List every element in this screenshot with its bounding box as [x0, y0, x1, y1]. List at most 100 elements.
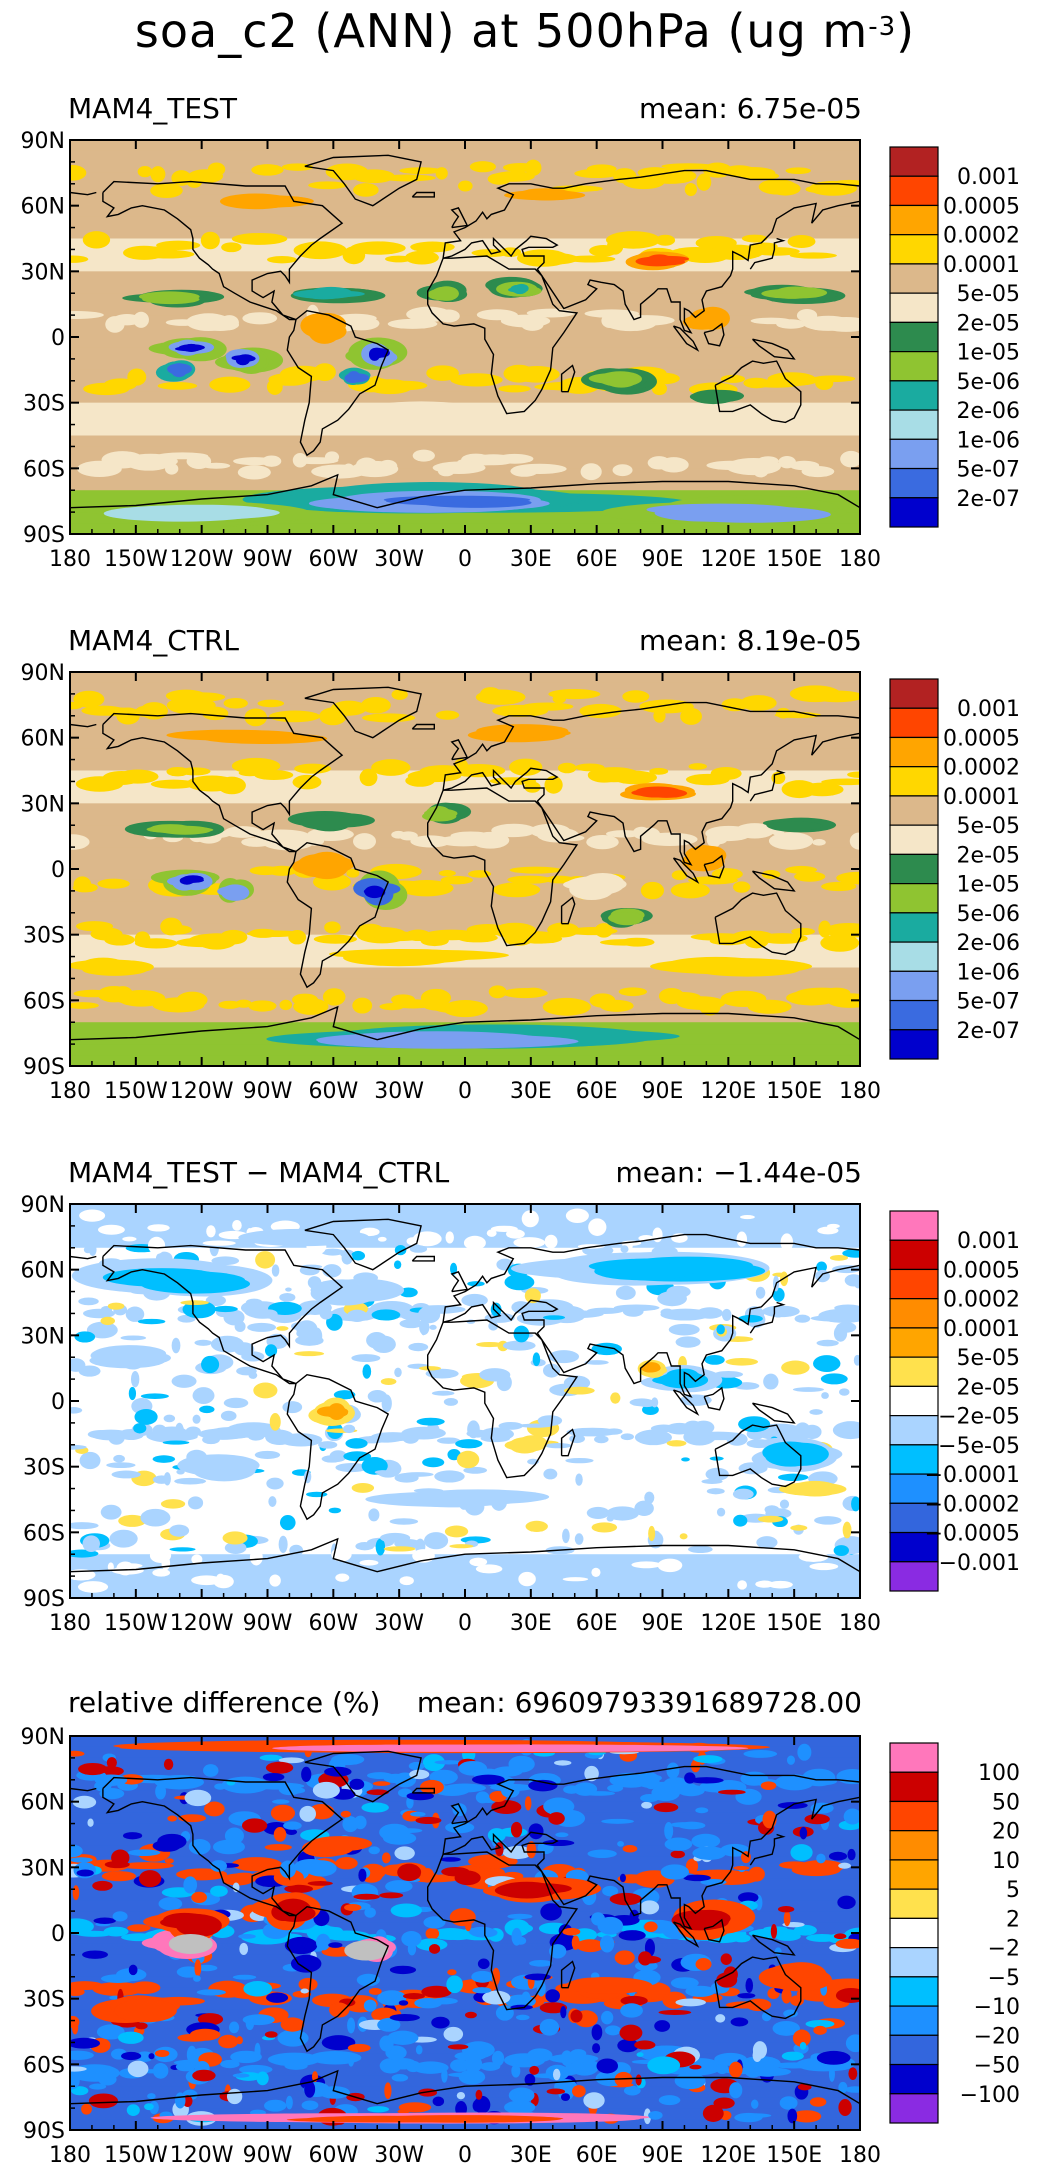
contour-patch — [670, 506, 831, 523]
longitude-axis: 180 150W 120W 90W 60W 30W 0 30E 60E 90E 120E 150E 18… — [49, 672, 881, 1104]
coastline — [450, 1271, 469, 1293]
contour-patch — [838, 2098, 852, 2117]
contour-patch — [524, 1796, 532, 1811]
contour-patch — [634, 2040, 656, 2050]
contour-patch — [72, 1795, 97, 1809]
contour-patch — [648, 1525, 656, 1542]
contour-patch — [398, 2000, 409, 2006]
contour-patch — [829, 1254, 849, 1261]
contour-patch — [641, 1801, 653, 1809]
contour-patch — [833, 1933, 847, 1940]
contour-patch — [512, 285, 527, 295]
contour-patch — [94, 1349, 171, 1366]
lon-tick-label: 150W — [104, 547, 168, 572]
contour-patch — [391, 2073, 409, 2082]
colorbar-swatch — [889, 1947, 939, 1978]
colorbar-label: −50 — [974, 2054, 1020, 2079]
latitude-band — [70, 1444, 860, 1457]
contour-patch — [820, 934, 860, 952]
lat-tick-label: 30N — [21, 1856, 65, 1881]
latitude-band — [70, 682, 860, 695]
contour-patch — [848, 2067, 858, 2081]
contour-patch — [385, 1880, 413, 1893]
contour-patch — [321, 1285, 398, 1302]
contour-patch — [446, 1975, 463, 1994]
contour-patch — [493, 882, 541, 898]
contour-patch — [346, 868, 360, 878]
contour-patch — [689, 1777, 724, 1784]
colorbar-label: 2 — [1006, 1907, 1020, 1932]
contour-patch — [654, 2020, 671, 2032]
contour-patch — [792, 2029, 811, 2047]
contour-patch — [591, 1567, 601, 1578]
contour-patch — [142, 294, 200, 305]
contour-patch — [476, 1341, 503, 1348]
contour-patch — [299, 1805, 316, 1822]
contour-patch — [557, 762, 577, 774]
contour-patch — [454, 2051, 487, 2061]
lon-tick-label: 60W — [308, 1079, 358, 1104]
contour-patch — [620, 937, 655, 947]
contour-patch — [679, 1533, 688, 1540]
contour-patch — [772, 2020, 800, 2036]
contour-patch — [716, 1324, 725, 1335]
contour-patch — [380, 1378, 397, 1386]
contour-patch — [472, 1987, 492, 1994]
latitude-band — [70, 1477, 860, 1490]
contour-patch — [745, 1978, 754, 1993]
contour-patch — [351, 1250, 366, 1261]
contour-patch — [560, 2050, 573, 2066]
contour-patch — [838, 1862, 851, 1869]
contour-patch — [180, 1300, 209, 1306]
contour-patch — [421, 1985, 452, 1998]
contour-patch — [828, 1851, 848, 1861]
latitude-band — [70, 468, 860, 480]
colorbar-swatch — [889, 497, 939, 528]
contour-patch — [527, 2048, 553, 2063]
contour-patch — [637, 1400, 656, 1408]
contour-patch — [720, 1953, 732, 1965]
contour-patch — [163, 1414, 176, 1423]
latitude-band — [70, 1998, 860, 2011]
colorbar-swatch — [889, 1859, 939, 1890]
contour-patch — [436, 1209, 486, 1225]
colorbar-swatch — [889, 1385, 939, 1417]
contour-patch — [117, 990, 166, 1007]
contour-patch — [424, 1532, 449, 1550]
lat-tick-label: 90N — [21, 129, 65, 154]
lon-tick-label: 180 — [839, 547, 881, 572]
colorbar-swatch — [889, 1444, 939, 1475]
contour-patch — [817, 1226, 839, 1235]
contour-patch — [284, 1884, 314, 1893]
contour-patch — [450, 1262, 458, 1275]
contour-patch — [826, 993, 860, 1008]
contour-patch — [684, 182, 697, 197]
lon-tick-label: 30W — [374, 1611, 424, 1636]
contour-patch — [671, 870, 688, 881]
latitude-band — [70, 1411, 860, 1424]
colorbar-label: 0.0001 — [943, 1317, 1020, 1342]
contour-patch — [183, 1876, 198, 1894]
contour-patch — [497, 1881, 557, 1899]
contour-patch — [509, 758, 543, 776]
colorbar-label: 2e-06 — [957, 399, 1020, 424]
contour-patch — [417, 496, 512, 503]
contour-patch — [456, 1450, 480, 1469]
latitude-band — [70, 814, 860, 826]
contour-patch — [401, 1930, 422, 1947]
contour-patch — [804, 1813, 830, 1825]
contour-patch — [415, 2045, 423, 2055]
colorbar-label: 2e-05 — [957, 311, 1020, 336]
latitude-band — [70, 260, 860, 272]
contour-patch — [639, 1955, 662, 1964]
contour-patch — [821, 778, 860, 786]
contour-patch — [324, 1996, 343, 2005]
contour-patch — [658, 2095, 681, 2106]
contour-patch — [491, 1800, 522, 1815]
latitude-band — [70, 391, 860, 404]
colorbar-label: 5 — [1006, 1878, 1020, 1903]
latitude-band — [70, 869, 860, 881]
latitude-band — [70, 1900, 860, 1912]
contour-patch — [805, 2019, 835, 2028]
colorbar-swatch — [889, 1210, 939, 1241]
